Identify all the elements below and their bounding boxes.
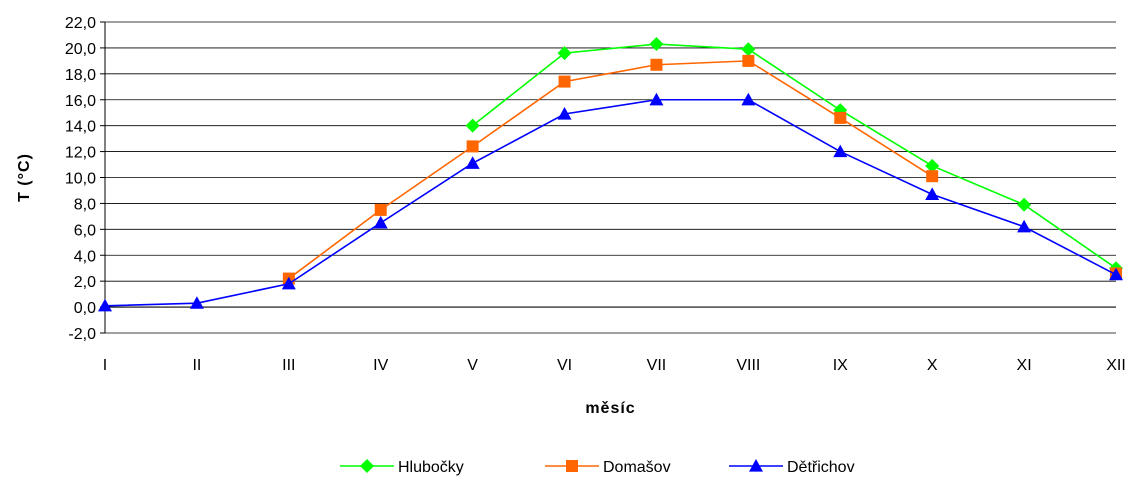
y-tick-label: 2,0: [74, 274, 96, 291]
series-3-point: [1017, 219, 1032, 233]
y-tick-label: 4,0: [74, 248, 96, 265]
y-axis-title: T (°C): [16, 153, 33, 202]
series-3-line: [104, 98, 1117, 307]
y-tick-label: 8,0: [74, 196, 96, 213]
x-tick-label: III: [282, 357, 295, 374]
legend: Hlubočky Domašov Dětřichov: [340, 459, 855, 476]
series-3-point: [557, 107, 572, 120]
x-tick-label: VII: [647, 357, 667, 374]
x-tick-label: VI: [557, 357, 572, 374]
series-2-point: [742, 54, 755, 67]
x-tick-label: I: [103, 357, 107, 374]
x-tick-label: X: [927, 357, 938, 374]
x-tick-label: V: [467, 357, 478, 374]
x-tick-label: IX: [833, 357, 848, 374]
series-3-point: [189, 296, 204, 309]
series-1-point: [741, 42, 756, 57]
series-1-point: [465, 118, 480, 133]
y-tick-label: 22,0: [65, 15, 96, 32]
legend-marker: [360, 459, 374, 473]
legend-label: Domašov: [603, 459, 671, 476]
series-2-point: [558, 75, 571, 88]
series-1-point: [1017, 197, 1032, 212]
series-2-point: [834, 111, 847, 124]
x-tick-label: II: [192, 357, 201, 374]
x-tick-label: XII: [1106, 357, 1126, 374]
y-tick-label: 14,0: [65, 119, 96, 136]
series-3-point: [281, 276, 296, 290]
y-tick-label: 12,0: [65, 145, 96, 162]
y-tick-label: 0,0: [74, 300, 96, 317]
series-1-point: [925, 158, 940, 173]
x-axis-title: měsíc: [585, 400, 635, 417]
legend-marker: [566, 460, 578, 472]
series-3-point: [925, 187, 940, 200]
series-3-point: [98, 298, 112, 312]
series-1-line: [472, 43, 1117, 269]
series-3-point: [649, 92, 664, 106]
series-2-point: [466, 140, 479, 153]
series-3-point: [741, 92, 756, 106]
x-tick-label: IV: [373, 357, 388, 374]
series-2-point: [650, 58, 663, 71]
legend-label: Hlubočky: [398, 459, 464, 476]
x-tick-label: XI: [1017, 357, 1032, 374]
series-layer: [98, 37, 1123, 312]
gridlines: [105, 21, 1116, 334]
y-tick-label: 16,0: [65, 93, 96, 110]
series-1-point: [649, 37, 664, 52]
y-tick-label: 10,0: [65, 171, 96, 188]
x-tick-label: VIII: [736, 357, 760, 374]
y-tick-label: 6,0: [74, 222, 96, 239]
series-2-point: [374, 203, 387, 216]
series-3-point: [373, 215, 388, 229]
series-1-point: [557, 46, 572, 61]
series-2-line: [288, 60, 933, 280]
legend-marker: [749, 459, 763, 472]
series-3-point: [1109, 267, 1123, 281]
series-2-point: [926, 170, 939, 183]
series-3-point: [833, 144, 848, 158]
y-tick-label: 18,0: [65, 67, 96, 84]
y-tick-label: 20,0: [65, 41, 96, 58]
axes: -2,0 0,0 2,0 4,0 6,0 8,0 10,0 12,0 14,0 16,0 18,0 2…: [65, 15, 1126, 374]
y-tick-label: -2,0: [68, 326, 96, 343]
legend-label: Dětřichov: [787, 459, 855, 476]
series-3-point: [465, 156, 480, 169]
